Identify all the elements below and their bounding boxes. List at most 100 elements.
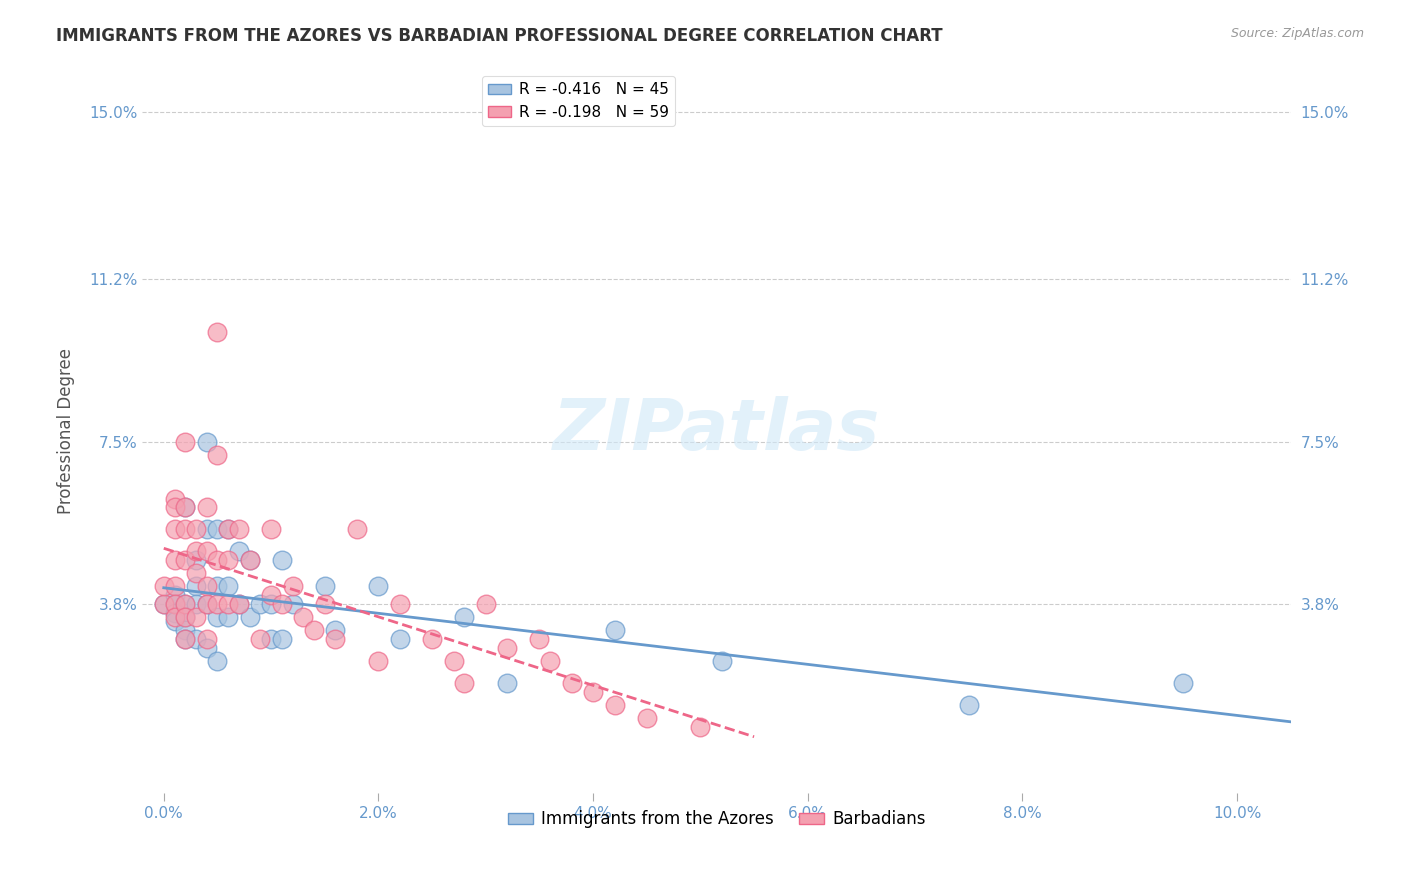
Point xyxy=(174,632,197,646)
Point xyxy=(195,579,218,593)
Point xyxy=(217,522,239,536)
Point xyxy=(163,579,186,593)
Point xyxy=(174,522,197,536)
Point xyxy=(228,597,250,611)
Point xyxy=(239,553,262,567)
Point xyxy=(302,624,325,638)
Point xyxy=(496,640,519,655)
Point xyxy=(367,654,389,668)
Point xyxy=(292,610,315,624)
Point xyxy=(603,698,626,712)
Point xyxy=(228,597,250,611)
Point xyxy=(453,676,475,690)
Point xyxy=(207,654,229,668)
Point xyxy=(325,632,347,646)
Point xyxy=(195,632,218,646)
Point xyxy=(260,522,283,536)
Point xyxy=(207,610,229,624)
Text: IMMIGRANTS FROM THE AZORES VS BARBADIAN PROFESSIONAL DEGREE CORRELATION CHART: IMMIGRANTS FROM THE AZORES VS BARBADIAN … xyxy=(56,27,943,45)
Point xyxy=(249,597,271,611)
Point xyxy=(314,597,336,611)
Point xyxy=(388,597,411,611)
Point xyxy=(174,632,197,646)
Point xyxy=(270,632,292,646)
Point xyxy=(184,610,207,624)
Point xyxy=(1173,676,1195,690)
Point xyxy=(636,711,658,725)
Point xyxy=(163,500,186,515)
Point xyxy=(249,632,271,646)
Point xyxy=(174,434,197,449)
Point xyxy=(207,553,229,567)
Point xyxy=(388,632,411,646)
Point xyxy=(174,610,197,624)
Point xyxy=(443,654,465,668)
Point xyxy=(217,597,239,611)
Point xyxy=(174,597,197,611)
Point xyxy=(217,522,239,536)
Point xyxy=(281,597,304,611)
Point xyxy=(496,676,519,690)
Point xyxy=(195,597,218,611)
Point xyxy=(538,654,561,668)
Point xyxy=(217,610,239,624)
Point xyxy=(217,579,239,593)
Point xyxy=(217,553,239,567)
Point xyxy=(453,610,475,624)
Point xyxy=(184,522,207,536)
Point xyxy=(710,654,733,668)
Point xyxy=(152,579,174,593)
Point xyxy=(260,597,283,611)
Point xyxy=(207,579,229,593)
Point xyxy=(281,579,304,593)
Point xyxy=(195,640,218,655)
Point xyxy=(420,632,443,646)
Point xyxy=(561,676,583,690)
Point xyxy=(152,597,174,611)
Point xyxy=(239,553,262,567)
Point xyxy=(184,597,207,611)
Point xyxy=(260,588,283,602)
Point xyxy=(163,597,186,611)
Point xyxy=(163,522,186,536)
Point xyxy=(163,606,186,620)
Point xyxy=(346,522,368,536)
Point xyxy=(174,610,197,624)
Text: Source: ZipAtlas.com: Source: ZipAtlas.com xyxy=(1230,27,1364,40)
Point xyxy=(228,522,250,536)
Point xyxy=(152,597,174,611)
Point xyxy=(174,553,197,567)
Legend: Immigrants from the Azores, Barbadians: Immigrants from the Azores, Barbadians xyxy=(501,804,932,835)
Point xyxy=(207,448,229,462)
Point xyxy=(325,624,347,638)
Point xyxy=(582,684,605,698)
Point xyxy=(163,597,186,611)
Point xyxy=(163,553,186,567)
Point xyxy=(174,500,197,515)
Point xyxy=(195,522,218,536)
Point xyxy=(163,615,186,629)
Point xyxy=(207,522,229,536)
Text: ZIPatlas: ZIPatlas xyxy=(553,396,880,465)
Point xyxy=(529,632,551,646)
Point xyxy=(474,597,496,611)
Point xyxy=(184,566,207,581)
Point xyxy=(207,325,229,339)
Point xyxy=(270,597,292,611)
Point xyxy=(174,500,197,515)
Point xyxy=(174,597,197,611)
Point xyxy=(195,544,218,558)
Point xyxy=(195,597,218,611)
Point xyxy=(689,720,711,734)
Point xyxy=(195,500,218,515)
Point xyxy=(195,434,218,449)
Point xyxy=(163,588,186,602)
Point xyxy=(207,597,229,611)
Point xyxy=(163,610,186,624)
Point xyxy=(184,553,207,567)
Point xyxy=(367,579,389,593)
Point xyxy=(314,579,336,593)
Point xyxy=(957,698,980,712)
Point xyxy=(603,624,626,638)
Point xyxy=(174,624,197,638)
